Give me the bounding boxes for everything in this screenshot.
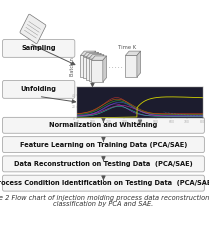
FancyBboxPatch shape [3,175,204,191]
Text: Sampling: Sampling [21,46,56,51]
Text: Data Reconstruction on Testing Data  (PCA/SAE): Data Reconstruction on Testing Data (PCA… [14,161,193,167]
Polygon shape [92,51,96,77]
Text: Time K: Time K [118,45,136,50]
Polygon shape [86,54,101,58]
Polygon shape [89,59,100,81]
Text: classification by PCA and SAE.: classification by PCA and SAE. [53,201,154,207]
FancyBboxPatch shape [3,40,75,57]
Text: . . . . .: . . . . . [109,64,122,69]
Polygon shape [91,60,103,82]
Polygon shape [80,51,96,55]
FancyBboxPatch shape [3,117,204,133]
FancyBboxPatch shape [20,14,46,44]
Polygon shape [125,51,141,55]
Polygon shape [97,54,101,80]
Polygon shape [95,52,98,78]
Polygon shape [137,51,141,77]
FancyBboxPatch shape [3,80,75,98]
Polygon shape [80,55,92,77]
Polygon shape [89,55,104,59]
Text: Normalization and Whitening: Normalization and Whitening [49,122,158,128]
Text: Feature Learning on Training Data (PCA/SAE): Feature Learning on Training Data (PCA/S… [20,142,187,147]
Polygon shape [103,56,107,82]
Polygon shape [83,52,98,57]
Text: Figure 2 Flow chart of injection molding process data reconstruction and: Figure 2 Flow chart of injection molding… [0,195,209,201]
Polygon shape [91,56,107,60]
FancyBboxPatch shape [3,137,204,153]
FancyBboxPatch shape [3,156,204,172]
Polygon shape [83,57,95,78]
Text: Unfolding: Unfolding [21,87,57,92]
Polygon shape [125,55,137,77]
Polygon shape [86,58,97,80]
Text: Batch n: Batch n [70,57,75,76]
Text: Process Condition Identification on Testing Data  (PCA/SAE): Process Condition Identification on Test… [0,180,209,186]
Polygon shape [100,55,104,81]
